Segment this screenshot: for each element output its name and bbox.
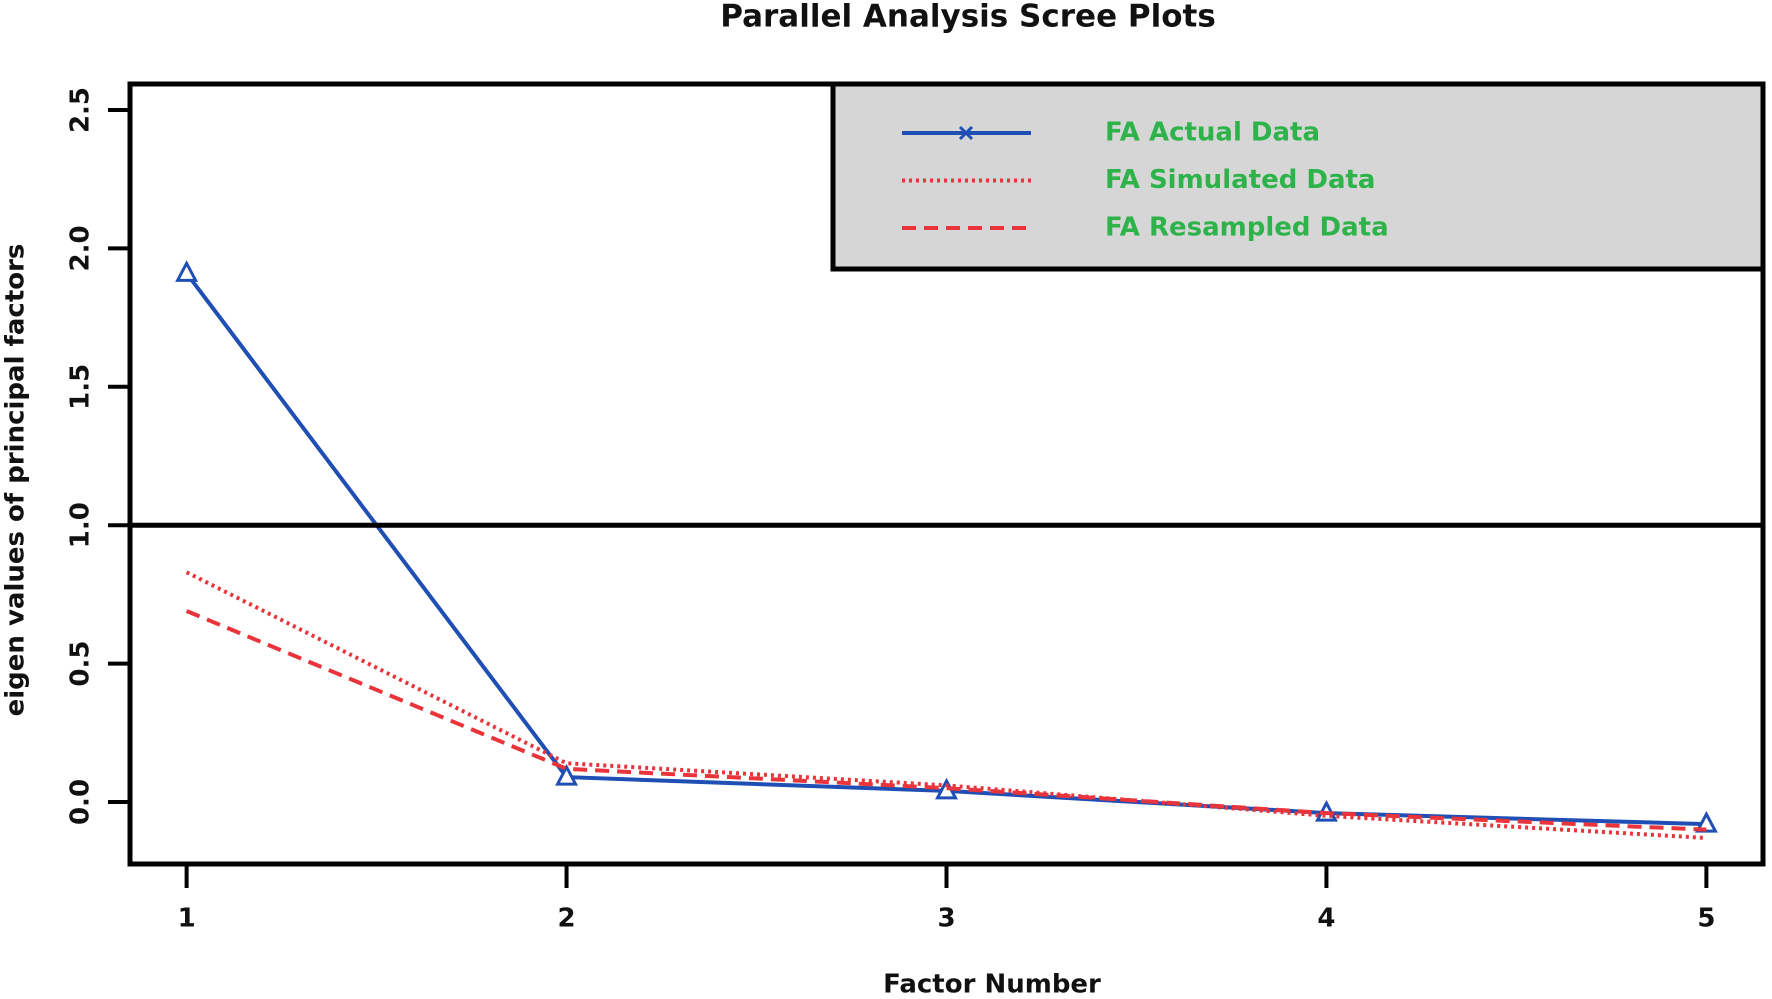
point-marker (175, 260, 199, 282)
y-axis-label: eigen values of principal factors (1, 244, 31, 717)
chart-title: Parallel Analysis Scree Plots (720, 0, 1216, 35)
y-tick-label: 0.5 (66, 641, 96, 687)
x-tick-label: 4 (1317, 904, 1335, 934)
y-tick-label: 0.0 (66, 779, 96, 825)
x-tick-label: 1 (178, 904, 196, 934)
x-tick-label: 3 (937, 904, 955, 934)
legend-label: FA Simulated Data (1105, 165, 1375, 195)
point-marker (1694, 810, 1718, 833)
y-tick-label: 2.0 (66, 225, 96, 271)
legend-marker (958, 125, 974, 141)
series-line (185, 609, 1707, 832)
x-tick-label: 2 (558, 904, 576, 934)
x-tick-label: 5 (1697, 904, 1715, 934)
plot-frame (127, 81, 1766, 867)
point-marker (555, 763, 579, 786)
y-tick-label: 1.5 (66, 364, 96, 410)
series-line (185, 570, 1707, 840)
series-line (185, 272, 1707, 827)
legend-label: FA Actual Data (1105, 118, 1320, 148)
x-axis-label: Factor Number (883, 970, 1101, 999)
y-tick-label: 1.0 (66, 502, 96, 548)
y-tick-label: 2.5 (66, 87, 96, 133)
legend-label: FA Resampled Data (1105, 213, 1389, 243)
